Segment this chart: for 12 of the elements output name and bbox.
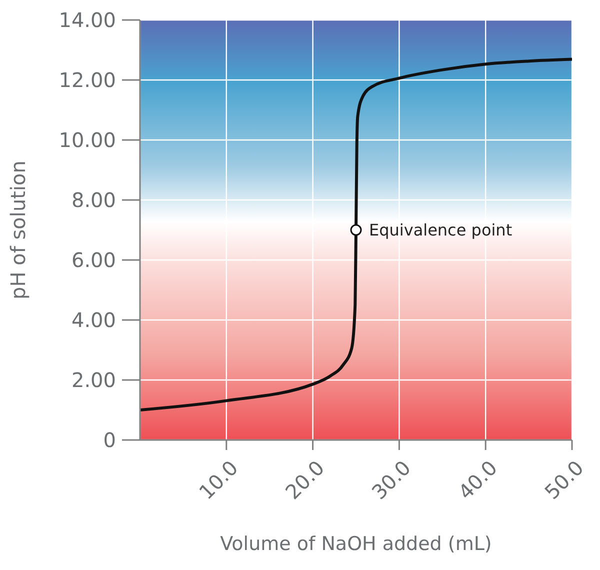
annotation: Equivalence point — [369, 220, 512, 240]
y-tick-label: 10.00 — [58, 128, 116, 152]
y-tick-label: 6.00 — [71, 248, 116, 272]
y-tick-label: 0 — [103, 428, 116, 452]
y-tick-label: 8.00 — [71, 188, 116, 212]
x-axis-title: Volume of NaOH added (mL) — [220, 533, 492, 555]
y-axis-title: pH of solution — [6, 160, 30, 300]
y-tick-label: 2.00 — [71, 368, 116, 392]
y-tick-label: 4.00 — [71, 308, 116, 332]
line-series — [140, 58, 572, 412]
y-tick-label: 14.00 — [58, 8, 116, 32]
y-tick-label: 12.00 — [58, 68, 116, 92]
